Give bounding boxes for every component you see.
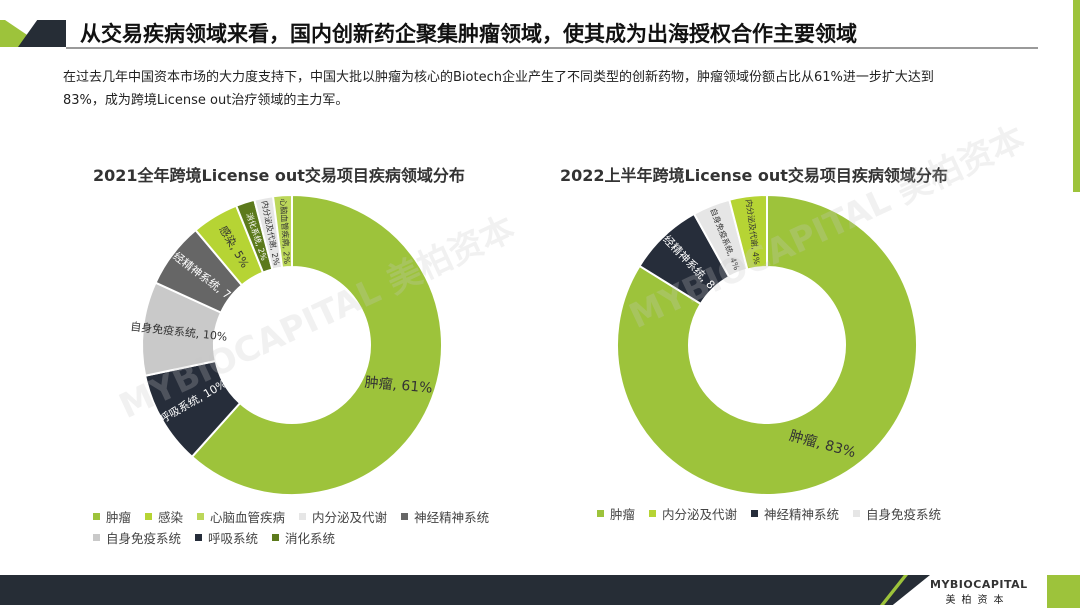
legend-swatch xyxy=(299,513,307,520)
pie-slice-内分泌及代谢 xyxy=(728,193,768,271)
legend-label: 内分泌及代谢 xyxy=(312,510,388,525)
pie-slice-肿瘤 xyxy=(616,193,918,496)
legend-label: 自身免疫系统 xyxy=(866,507,942,522)
legend-swatch xyxy=(597,510,604,517)
legend-item: 消化系统 xyxy=(272,527,335,548)
pie-chart-2021: 肿瘤, 61%呼吸系统, 10%自身免疫系统, 10%神经精神系统, 7%感染,… xyxy=(130,193,443,496)
corner-accent xyxy=(1047,575,1080,608)
legend-label: 呼吸系统 xyxy=(208,531,259,546)
logo-cn: 美柏资本 xyxy=(945,595,1010,606)
slice-label: 肿瘤, 61% xyxy=(364,374,433,397)
legend-swatch xyxy=(93,513,100,520)
legend-swatch xyxy=(145,513,153,520)
chart-title-2022: 2022上半年跨境License out交易项目疾病领域分布 xyxy=(560,166,948,185)
legend-2021: 肿瘤 感染 心脑血管疾病 内分泌及代谢 神经精神系统自身免疫系统 呼吸系统 消化系统 xyxy=(93,506,533,548)
legend-swatch xyxy=(751,510,759,517)
legend-swatch xyxy=(93,534,100,541)
chart-title-2021: 2021全年跨境License out交易项目疾病领域分布 xyxy=(93,166,465,185)
legend-item: 肿瘤 xyxy=(93,506,131,527)
legend-label: 肿瘤 xyxy=(106,510,132,525)
legend-swatch xyxy=(197,513,205,520)
footer-band xyxy=(0,575,930,605)
legend-label: 自身免疫系统 xyxy=(106,531,182,546)
logo: MYBIOCAPITAL 美柏资本 xyxy=(930,578,1028,606)
legend-label: 内分泌及代谢 xyxy=(662,507,738,522)
pie-slice-肿瘤 xyxy=(190,193,443,496)
legend-item: 肿瘤 xyxy=(597,503,635,524)
right-accent-bar xyxy=(1073,0,1080,192)
page-title: 从交易疾病领域来看，国内创新药企聚集肿瘤领域，使其成为出海授权合作主要领域 xyxy=(80,22,857,46)
legend-item: 呼吸系统 xyxy=(195,527,258,548)
legend-item: 内分泌及代谢 xyxy=(649,503,737,524)
legend-label: 感染 xyxy=(158,510,184,525)
header-divider xyxy=(66,47,1038,49)
legend-swatch xyxy=(272,534,280,541)
legend-label: 消化系统 xyxy=(285,531,336,546)
description: 在过去几年中国资本市场的大力度支持下，中国大批以肿瘤为核心的Biotech企业产… xyxy=(63,70,934,108)
legend-item: 自身免疫系统 xyxy=(93,527,181,548)
logo-en: MYBIOCAPITAL xyxy=(930,578,1028,591)
legend-item: 内分泌及代谢 xyxy=(299,506,387,527)
legend-swatch xyxy=(195,534,203,541)
pie-slice-心脑血管疾病 xyxy=(271,193,293,269)
legend-item: 心脑血管疾病 xyxy=(197,506,285,527)
legend-label: 肿瘤 xyxy=(610,507,636,522)
legend-item: 神经精神系统 xyxy=(751,503,839,524)
legend-swatch xyxy=(853,510,861,517)
legend-item: 感染 xyxy=(145,506,183,527)
legend-item: 神经精神系统 xyxy=(401,506,489,527)
legend-label: 神经精神系统 xyxy=(764,507,840,522)
legend-swatch xyxy=(649,510,657,517)
slice-label: 心脑血管疾病, 2% xyxy=(278,198,292,265)
legend-item: 自身免疫系统 xyxy=(853,503,941,524)
pie-chart-2022: 肿瘤, 83%神经精神系统, 8%自身免疫系统, 4% 内分泌及代谢, 4% xyxy=(616,193,918,496)
legend-2022: 肿瘤 内分泌及代谢 神经精神系统 自身免疫系统 xyxy=(597,503,997,524)
legend-label: 神经精神系统 xyxy=(414,510,490,525)
legend-swatch xyxy=(401,513,409,520)
legend-label: 心脑血管疾病 xyxy=(210,510,286,525)
